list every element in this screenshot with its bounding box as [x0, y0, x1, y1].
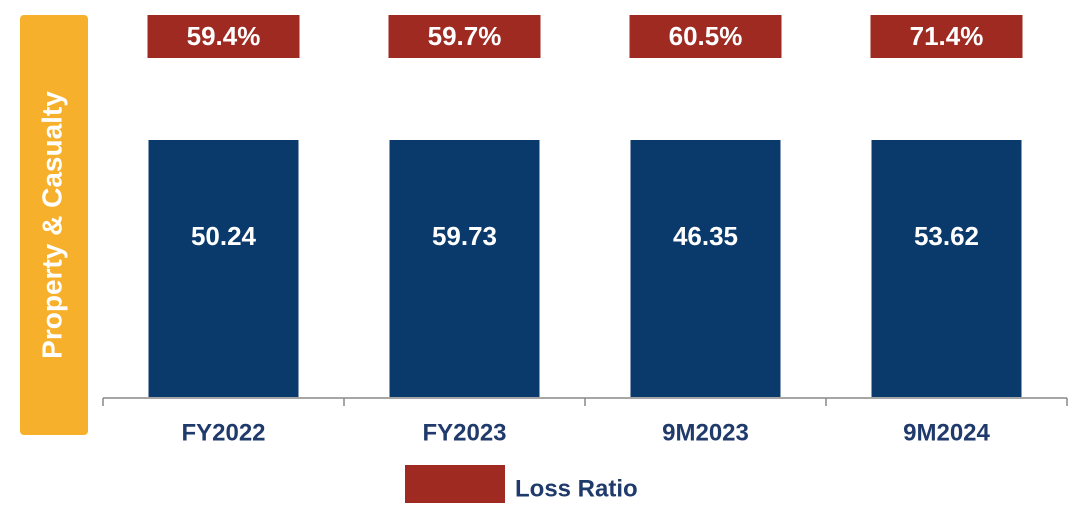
value-label: 46.35	[673, 221, 738, 251]
category-label: FY2022	[181, 419, 265, 446]
loss-ratio-label: 60.5%	[669, 21, 743, 51]
loss-ratio-label: 71.4%	[910, 21, 984, 51]
category-label: FY2023	[422, 419, 506, 446]
category-label: 9M2023	[662, 419, 749, 446]
loss-ratio-box	[870, 15, 1023, 58]
loss-ratio-box	[388, 15, 541, 58]
loss-ratio-label: 59.4%	[187, 21, 261, 51]
value-label: 50.24	[191, 221, 257, 251]
value-box	[389, 140, 540, 397]
loss-ratio-box	[629, 15, 782, 58]
side-label: Property & Casualty	[36, 91, 67, 359]
loss-ratio-box	[147, 15, 300, 58]
category-label: 9M2024	[903, 419, 990, 446]
value-label: 53.62	[914, 221, 979, 251]
side-tab	[20, 15, 88, 435]
value-label: 59.73	[432, 221, 497, 251]
value-box	[630, 140, 781, 397]
value-box	[148, 140, 299, 397]
value-box	[871, 140, 1022, 397]
loss-ratio-label: 59.7%	[428, 21, 502, 51]
legend-swatch	[405, 465, 505, 503]
legend-label: Loss Ratio	[515, 475, 638, 502]
